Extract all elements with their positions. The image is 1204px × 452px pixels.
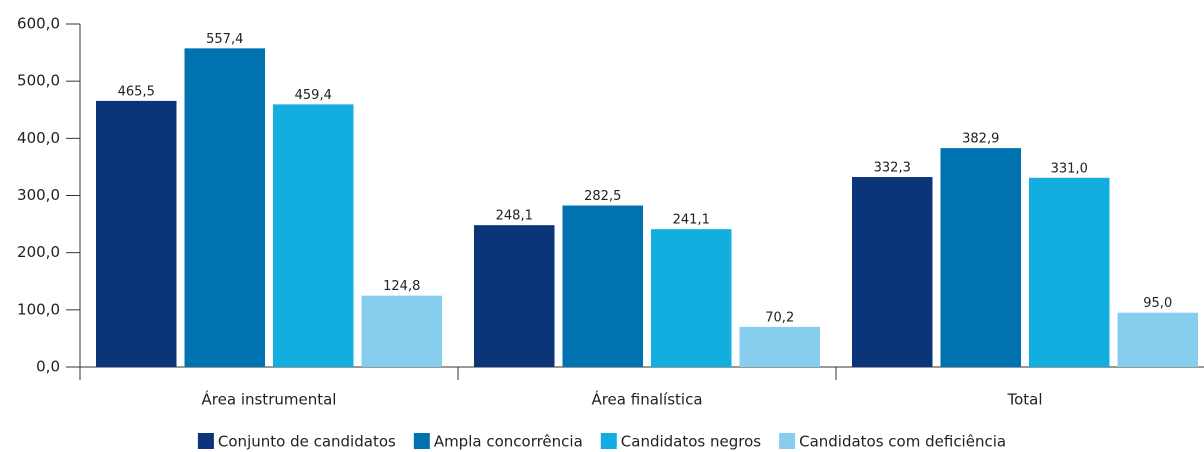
y-tick-label: 600,0 <box>17 15 60 33</box>
bar <box>1029 177 1110 367</box>
x-tick-label: Total <box>1006 391 1042 409</box>
bar <box>1117 312 1198 367</box>
y-tick-label: 300,0 <box>17 186 60 204</box>
bar <box>852 177 933 367</box>
legend-swatch <box>197 433 214 449</box>
bar <box>562 205 643 367</box>
value-label: 557,4 <box>206 32 243 47</box>
value-label: 331,0 <box>1051 161 1088 176</box>
value-label: 124,8 <box>383 279 420 294</box>
bar <box>940 148 1021 367</box>
bar <box>739 326 820 367</box>
bar <box>361 295 442 367</box>
y-tick-label: 400,0 <box>17 129 60 147</box>
legend-label: Conjunto de candidatos <box>218 433 396 451</box>
y-tick-label: 500,0 <box>17 72 60 90</box>
legend-label: Candidatos negros <box>621 433 761 451</box>
x-tick-label: Área finalística <box>591 390 702 409</box>
value-label: 382,9 <box>962 132 999 147</box>
value-label: 332,3 <box>874 161 911 176</box>
legend-swatch <box>600 433 617 449</box>
value-label: 241,1 <box>673 213 710 228</box>
value-label: 459,4 <box>295 88 332 103</box>
y-tick-label: 0,0 <box>36 358 60 376</box>
value-label: 70,2 <box>765 310 794 325</box>
value-label: 282,5 <box>584 189 621 204</box>
y-tick-label: 100,0 <box>17 300 60 318</box>
bar <box>651 229 732 367</box>
legend-swatch <box>413 433 430 449</box>
bar <box>273 104 354 367</box>
legend-swatch <box>779 433 796 449</box>
legend-label: Candidatos com deficiência <box>799 433 1006 451</box>
value-label: 465,5 <box>118 84 155 99</box>
legend-label: Ampla concorrência <box>434 433 583 451</box>
bar <box>96 100 177 368</box>
value-label: 95,0 <box>1143 296 1172 311</box>
bar <box>184 48 265 368</box>
x-tick-label: Área instrumental <box>202 390 337 409</box>
value-label: 248,1 <box>496 209 533 224</box>
y-tick-label: 200,0 <box>17 243 60 261</box>
bar <box>474 225 555 367</box>
